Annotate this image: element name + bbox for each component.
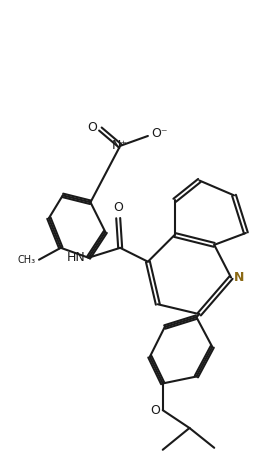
- Text: HN: HN: [67, 251, 86, 264]
- Text: O: O: [87, 121, 97, 134]
- Text: O: O: [150, 404, 160, 417]
- Text: O: O: [113, 201, 123, 214]
- Text: N⁺: N⁺: [112, 140, 128, 152]
- Text: O⁻: O⁻: [151, 128, 167, 140]
- Text: N: N: [234, 271, 245, 284]
- Text: CH₃: CH₃: [18, 255, 36, 265]
